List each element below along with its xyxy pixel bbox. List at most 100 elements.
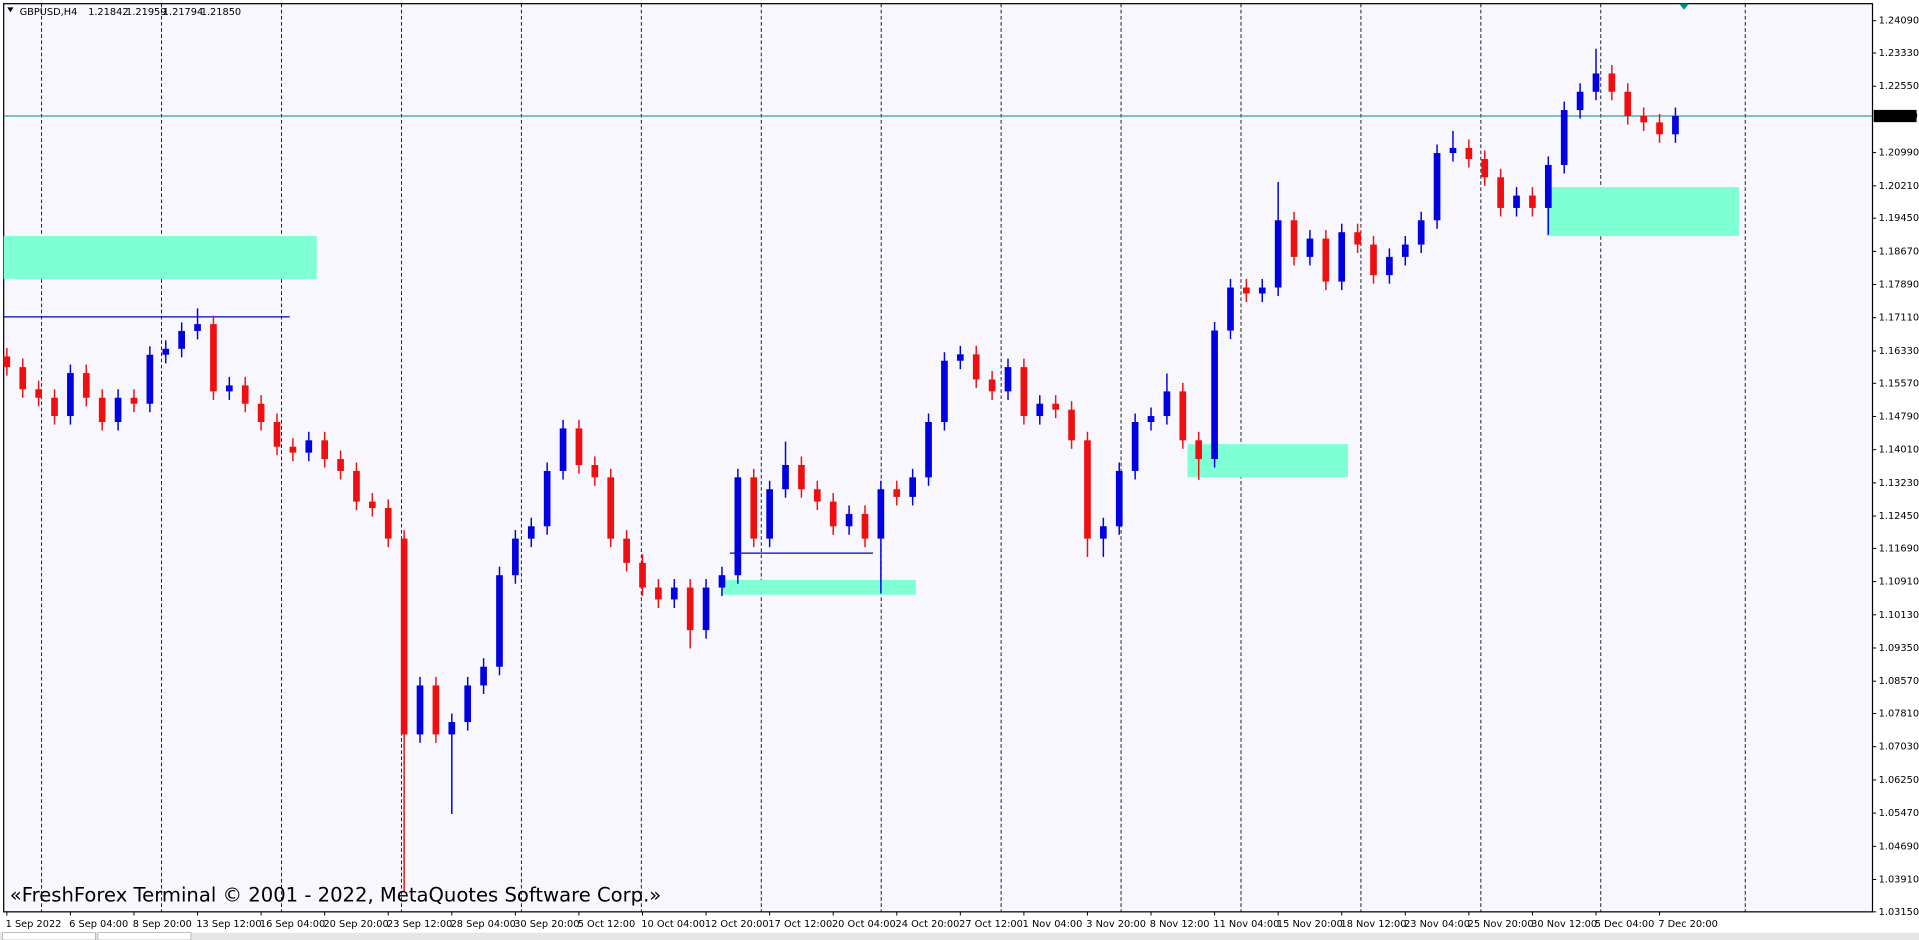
- ohlc-close: 1.21850: [201, 7, 241, 18]
- y-tick-label: 1.13230: [1879, 478, 1919, 489]
- y-tick-label: 1.10130: [1879, 610, 1919, 621]
- candle-body: [1560, 110, 1568, 165]
- candle-body: [146, 354, 154, 404]
- x-tick-label: 20 Sep 20:00: [323, 919, 388, 930]
- ohlc-high: 1.21959: [126, 7, 166, 18]
- candle-body: [464, 685, 472, 723]
- candle-body: [98, 397, 106, 423]
- y-tick-label: 1.20210: [1879, 181, 1919, 192]
- candle-body: [1370, 244, 1377, 276]
- x-tick-label: 8 Sep 20:00: [133, 919, 192, 930]
- candle-body: [1386, 256, 1393, 276]
- x-tick-label: 23 Nov 04:00: [1404, 919, 1470, 930]
- y-tick-label: 1.18670: [1879, 246, 1919, 257]
- candle-body: [734, 477, 742, 576]
- y-tick-label: 1.19450: [1879, 213, 1919, 224]
- candle-body: [130, 397, 138, 404]
- y-tick-label: 1.20990: [1879, 148, 1919, 159]
- candle-body: [607, 477, 615, 539]
- candle-body: [766, 489, 773, 539]
- candle-body: [1449, 147, 1457, 154]
- tab[interactable]: [2, 932, 96, 940]
- y-tick-label: 1.07030: [1879, 742, 1919, 753]
- candle-body: [782, 464, 789, 490]
- candle-body: [718, 575, 726, 588]
- y-tick-label: 1.10910: [1879, 577, 1919, 588]
- last-price-label: 1.21850: [1877, 111, 1917, 122]
- x-tick-label: 8 Nov 12:00: [1150, 919, 1210, 930]
- y-tick-label: 1.14010: [1879, 445, 1919, 456]
- candle-body: [702, 587, 710, 631]
- candle-body: [941, 360, 948, 423]
- plot-marks: [3, 48, 1873, 891]
- candle-body: [623, 538, 630, 563]
- candle-body: [1211, 330, 1218, 460]
- x-tick-label: 12 Oct 20:00: [705, 919, 769, 930]
- candle-body: [1401, 244, 1409, 257]
- candle-body: [1592, 73, 1600, 92]
- candle-body: [1481, 159, 1489, 178]
- y-tick-label: 1.17890: [1879, 280, 1919, 291]
- y-tick-label: 1.03910: [1879, 875, 1919, 886]
- candle-body: [1115, 470, 1123, 527]
- candle-body: [225, 385, 233, 392]
- y-tick-label: 1.06250: [1879, 775, 1919, 786]
- candle-body: [3, 356, 11, 368]
- candle-body: [1179, 391, 1187, 441]
- zone: [3, 236, 317, 280]
- y-tick-label: 1.08570: [1879, 676, 1919, 687]
- candle-body: [1417, 220, 1425, 245]
- candle-body: [1576, 91, 1584, 111]
- candle-body: [1274, 220, 1282, 288]
- candle-body: [512, 538, 519, 576]
- candle-body: [19, 367, 27, 390]
- candle-body: [1004, 367, 1012, 392]
- candle-body: [909, 477, 916, 497]
- x-tick-label: 27 Oct 12:00: [959, 919, 1023, 930]
- tab-strip: [0, 932, 1919, 940]
- candle-body: [1306, 238, 1314, 257]
- candle-body: [1068, 409, 1075, 441]
- y-tick-label: 1.07810: [1879, 709, 1919, 720]
- candle-body: [829, 501, 837, 527]
- candle-body: [1258, 287, 1266, 294]
- x-tick-label: 13 Sep 12:00: [196, 919, 261, 930]
- shift-marker[interactable]: [1679, 3, 1689, 10]
- candle-body: [591, 464, 599, 478]
- candle-body: [1338, 232, 1346, 282]
- candle-body: [1163, 391, 1171, 417]
- x-tick-label: 15 Nov 20:00: [1277, 919, 1343, 930]
- tab[interactable]: [97, 932, 192, 940]
- x-tick-label: 5 Oct 12:00: [578, 919, 636, 930]
- candle-body: [353, 470, 360, 502]
- x-tick-label: 3 Nov 20:00: [1086, 919, 1146, 930]
- y-tick-label: 1.24090: [1879, 16, 1919, 27]
- candle-body: [432, 685, 440, 735]
- candle-body: [1640, 116, 1647, 123]
- candle-body: [1052, 403, 1060, 410]
- menu-arrow[interactable]: [7, 7, 14, 13]
- y-tick-label: 1.04690: [1879, 841, 1919, 852]
- x-tick-label: 5 Dec 04:00: [1595, 919, 1655, 930]
- candle-body: [1084, 440, 1091, 539]
- candle-body: [893, 489, 901, 497]
- x-tick-label: 10 Oct 04:00: [641, 919, 705, 930]
- candle-body: [877, 489, 885, 539]
- candle-body: [845, 513, 853, 527]
- last-price-box: [1873, 109, 1917, 123]
- candle-body: [1672, 116, 1679, 135]
- candle-body: [448, 722, 456, 735]
- candle-body: [369, 501, 376, 508]
- zone: [721, 579, 916, 595]
- candle-body: [210, 324, 217, 392]
- y-tick-label: 1.15570: [1879, 378, 1919, 389]
- candle-body: [35, 389, 42, 398]
- candle-body: [194, 324, 201, 331]
- x-tick-label: 18 Nov 12:00: [1340, 919, 1406, 930]
- x-tick-label: 30 Nov 12:00: [1531, 919, 1597, 930]
- y-tick-label: 1.17110: [1879, 313, 1919, 324]
- candle-body: [257, 403, 265, 423]
- x-tick-label: 30 Sep 20:00: [514, 919, 579, 930]
- candle-body: [1243, 287, 1250, 294]
